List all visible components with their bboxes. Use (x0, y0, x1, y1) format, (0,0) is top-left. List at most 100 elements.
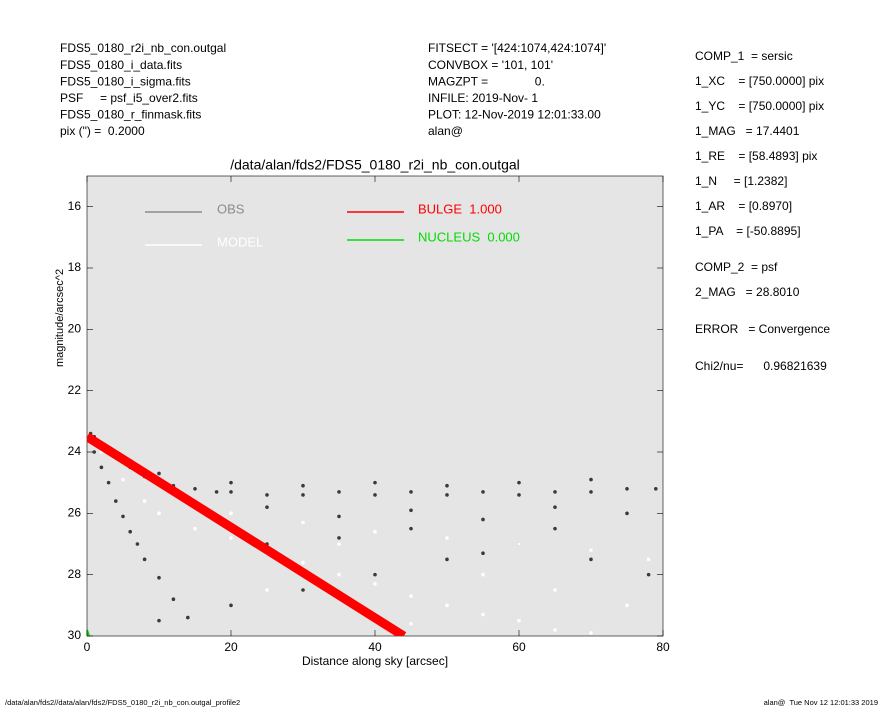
plot-marks (87, 431, 658, 636)
data-point (265, 493, 269, 497)
data-point (157, 575, 161, 580)
data-point (229, 536, 233, 540)
data-point (409, 508, 413, 513)
data-point (229, 480, 233, 485)
data-point (171, 597, 176, 601)
footer-left: /data/alan/fds2//data/alan/fds2/FDS5_018… (5, 698, 240, 707)
data-point (445, 557, 449, 562)
data-point (445, 603, 449, 608)
data-point (114, 499, 118, 503)
fit-parameter: ERROR = Convergence (695, 322, 830, 336)
header-line: FDS5_0180_r_finmask.fits (60, 108, 201, 122)
data-point (157, 511, 161, 516)
data-point (625, 511, 629, 516)
y-tick-label: 24 (68, 444, 82, 458)
fit-parameter: 1_XC = [750.0000] pix (695, 74, 824, 88)
data-point (517, 480, 521, 485)
data-point (654, 487, 658, 491)
footer-right: alan@ Tue Nov 12 12:01:33 2019 (764, 698, 878, 707)
header-line: PLOT: 12-Nov-2019 12:01:33.00 (428, 108, 601, 122)
data-point (229, 490, 233, 494)
data-point (92, 450, 96, 454)
data-point (265, 588, 269, 592)
data-point (301, 483, 305, 488)
x-tick-label: 20 (224, 640, 238, 654)
fit-parameter: 1_N = [1.2382] (695, 174, 787, 188)
data-point (589, 548, 593, 552)
data-point (445, 493, 449, 497)
legend-label: BULGE 1.000 (418, 201, 502, 216)
fit-parameter: 2_MAG = 28.8010 (695, 285, 800, 299)
data-point (625, 603, 629, 608)
y-tick-label: 20 (68, 322, 82, 336)
data-point (337, 572, 341, 577)
header-line: INFILE: 2019-Nov- 1 (428, 91, 538, 105)
header-line: MAGZPT = 0. (428, 74, 545, 88)
data-point (517, 493, 521, 497)
legend-label: NUCLEUS 0.000 (418, 229, 520, 244)
fit-parameter: COMP_2 = psf (695, 260, 778, 274)
header-line: CONVBOX = '101, 101' (428, 58, 553, 72)
data-point (301, 588, 305, 592)
data-point (337, 490, 341, 494)
legend-label: OBS (217, 201, 245, 216)
fit-parameter: 1_RE = [58.4893] pix (695, 149, 817, 163)
header-line: FDS5_0180_r2i_nb_con.outgal (60, 41, 226, 55)
data-point (589, 477, 593, 482)
data-point (135, 542, 140, 546)
data-point (142, 499, 147, 503)
y-tick-label: 22 (68, 383, 82, 397)
header-line: FDS5_0180_i_sigma.fits (60, 74, 191, 88)
data-point (517, 618, 521, 623)
data-point (157, 471, 161, 476)
fit-parameter: Chi2/nu= 0.96821639 (695, 359, 827, 373)
data-point (553, 505, 557, 510)
data-point (481, 517, 485, 522)
data-point (409, 621, 413, 626)
y-tick-label: 30 (68, 628, 82, 642)
data-point (301, 493, 305, 497)
data-point (193, 487, 197, 491)
fit-parameter: 1_YC = [750.0000] pix (695, 99, 824, 113)
x-axis-label: Distance along sky [arcsec] (302, 654, 448, 668)
data-point (373, 582, 377, 586)
chart-title: /data/alan/fds2/FDS5_0180_r2i_nb_con.out… (230, 157, 520, 173)
fit-parameter: COMP_1 = sersic (695, 49, 793, 63)
model-band (87, 432, 407, 636)
data-point (589, 631, 593, 635)
data-point (646, 572, 651, 577)
data-point (409, 490, 413, 494)
data-point (301, 520, 305, 525)
data-point (409, 594, 413, 598)
data-point (121, 514, 125, 519)
data-point (445, 536, 449, 540)
data-point (409, 526, 413, 531)
data-point (481, 551, 485, 555)
fit-parameter: 1_MAG = 17.4401 (695, 124, 800, 138)
x-tick-label: 80 (656, 640, 670, 654)
data-point (646, 557, 651, 562)
data-point (157, 618, 161, 623)
data-point (337, 514, 341, 519)
header-line: FDS5_0180_i_data.fits (60, 58, 182, 72)
data-point (106, 480, 111, 485)
model-band (87, 629, 91, 636)
y-tick-label: 16 (68, 199, 82, 213)
plot-area (86, 175, 664, 637)
data-point (373, 493, 377, 497)
data-point (186, 615, 190, 620)
legend-label: MODEL (217, 234, 263, 249)
data-point (229, 511, 233, 516)
data-point (373, 529, 377, 534)
data-point (128, 529, 132, 534)
data-point (589, 490, 593, 494)
data-point (142, 557, 147, 562)
data-point (481, 490, 485, 494)
x-tick-label: 0 (84, 640, 91, 654)
header-line: PSF = psf_i5_over2.fits (60, 91, 198, 105)
data-point (193, 526, 197, 531)
data-point (625, 487, 629, 491)
data-point (337, 542, 341, 546)
data-point (373, 572, 377, 577)
